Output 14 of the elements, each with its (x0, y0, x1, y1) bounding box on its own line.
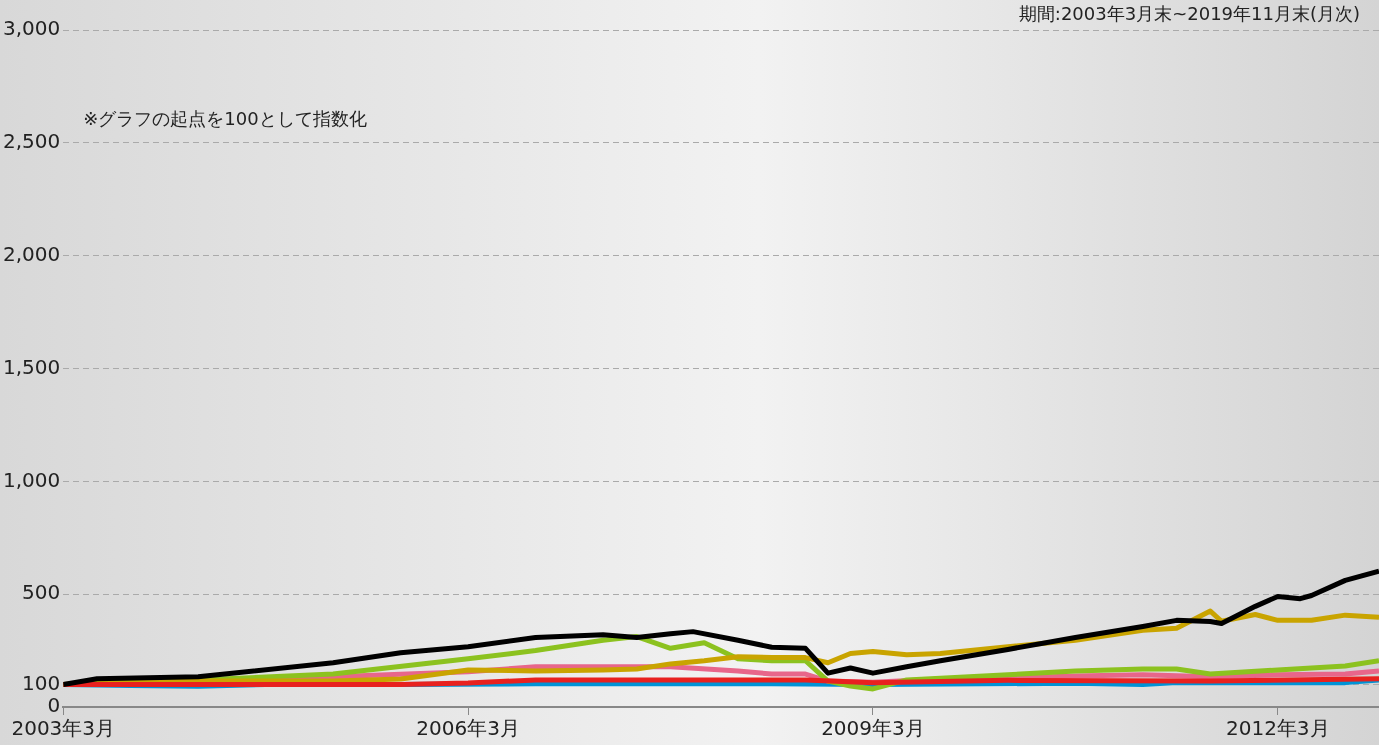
y-tick-label: 1,000 (2, 467, 61, 492)
y-tick-label: 3,000 (2, 16, 61, 41)
x-tick-label: 2003年3月 (11, 716, 116, 741)
y-tick-label: 2,500 (2, 129, 61, 154)
chart-subtitle: 期間:2003年3月末~2019年11月末(月次) (1018, 2, 1360, 24)
x-tick-label: 2006年3月 (416, 716, 520, 741)
x-tick-label: 2012年3月 (1225, 716, 1330, 741)
annotation: ※グラフの起点を100として指数化 (83, 107, 367, 129)
y-tick-label: 2,000 (2, 241, 61, 266)
x-tick-label: 2009年3月 (821, 716, 925, 741)
y-tick-label: 500 (22, 580, 61, 605)
y-tick-label: 1,500 (2, 354, 61, 379)
y-tick-label: 0 (47, 693, 61, 718)
y-tick-label: 100 (22, 670, 61, 695)
